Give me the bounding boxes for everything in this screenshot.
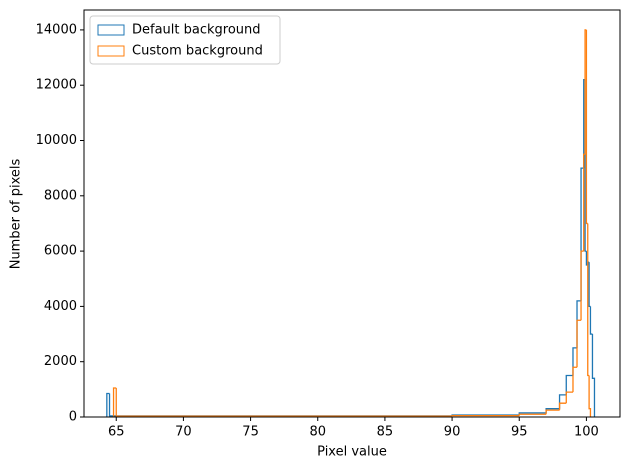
x-tick-label: 65	[108, 425, 125, 440]
y-tick-label: 2000	[44, 354, 77, 369]
histogram-step	[112, 387, 117, 417]
histogram-step	[591, 334, 596, 417]
histogram-step	[580, 250, 584, 321]
histogram-step	[558, 394, 567, 409]
y-tick-label: 12000	[36, 78, 77, 93]
histogram-step	[518, 413, 547, 416]
legend-label: Default background	[132, 23, 261, 38]
y-tick-label: 6000	[44, 244, 77, 259]
legend-label: Custom background	[132, 44, 263, 59]
histogram-step	[584, 29, 587, 155]
histogram-step	[576, 319, 582, 368]
y-tick-label: 10000	[36, 133, 77, 148]
histogram-step	[565, 391, 573, 404]
histogram-step	[588, 262, 591, 308]
y-tick-label: 14000	[36, 22, 77, 37]
x-tick-label: 75	[242, 425, 259, 440]
legend-swatch	[97, 45, 125, 57]
histogram-step	[108, 393, 453, 417]
x-tick-label: 80	[309, 425, 326, 440]
y-tick-label: 0	[69, 410, 77, 425]
histogram-step	[106, 392, 110, 417]
x-tick-label: 100	[574, 425, 599, 440]
plot-frame	[83, 9, 621, 418]
x-tick-label: 90	[444, 425, 461, 440]
x-axis-label: Pixel value	[317, 445, 387, 460]
histogram-step	[588, 375, 592, 417]
legend-swatch	[97, 24, 125, 36]
histogram-step	[572, 347, 578, 376]
x-tick-label: 95	[511, 425, 528, 440]
histogram-step	[545, 409, 560, 415]
x-tick-label: 70	[175, 425, 192, 440]
histogram-step	[589, 306, 593, 335]
histogram-step	[572, 366, 578, 393]
x-tick-label: 85	[377, 425, 394, 440]
y-tick-label: 8000	[44, 188, 77, 203]
y-tick-label: 4000	[44, 299, 77, 314]
histogram-step	[545, 408, 560, 413]
histogram-step	[585, 29, 588, 225]
legend-box	[89, 15, 281, 65]
histogram-step	[565, 374, 573, 395]
histogram-step	[558, 402, 567, 411]
y-axis-label: Number of pixels	[9, 158, 24, 269]
histogram-step	[451, 414, 520, 417]
histogram-step	[115, 387, 453, 417]
